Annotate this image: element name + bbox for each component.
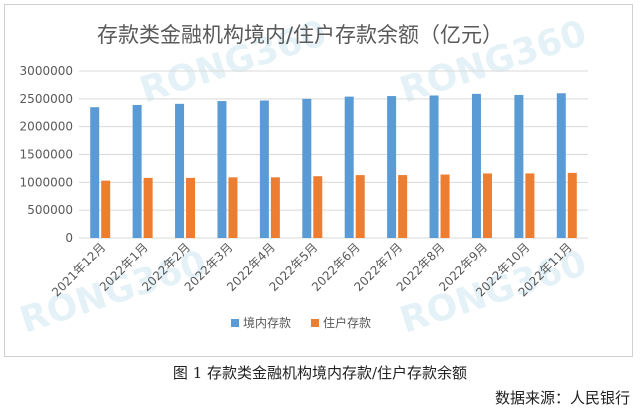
bar-domestic-deposits [175,103,185,239]
legend-label: 境内存款 [243,315,291,330]
bar-domestic-deposits [217,101,227,238]
bar-domestic-deposits [90,107,100,238]
chart-frame: RONG360 RONG360 RONG360 RONG360 存款类金融机构境内/住户… [4,4,633,357]
y-tick-label: 2000000 [20,120,73,134]
bar-household-deposits [101,180,111,238]
bar-household-deposits [398,175,408,238]
bar-household-deposits [143,177,153,238]
legend-swatch [231,319,239,327]
bar-household-deposits [355,175,365,238]
y-tick-label: 3000000 [20,64,73,78]
bar-household-deposits [482,173,492,238]
bar-household-deposits [270,177,280,238]
bar-domestic-deposits [514,94,524,238]
bar-household-deposits [313,176,323,238]
legend-label: 住户存款 [323,315,371,330]
legend-swatch [311,319,319,327]
bar-household-deposits [567,172,577,238]
bar-household-deposits [440,174,450,238]
y-tick-label: 1500000 [20,148,73,162]
bar-domestic-deposits [132,104,142,238]
y-tick-label: 500000 [27,203,73,217]
chart-title: 存款类金融机构境内/住户存款余额（亿元） [97,23,503,47]
bar-domestic-deposits [429,95,439,238]
y-tick-label: 0 [65,231,73,245]
bar-household-deposits [525,173,535,238]
data-source: 数据来源：人民银行 [494,389,630,407]
bar-household-deposits [228,177,238,238]
bar-domestic-deposits [344,96,354,239]
y-tick-label: 1000000 [20,175,73,189]
bar-domestic-deposits [259,100,269,239]
bar-domestic-deposits [302,98,312,238]
bar-household-deposits [186,177,196,238]
bar-domestic-deposits [471,93,481,238]
bar-domestic-deposits [387,96,397,238]
y-tick-label: 2500000 [20,92,73,106]
bar-domestic-deposits [556,93,566,239]
figure-caption: 图 1 存款类金融机构境内存款/住户存款余额 [172,364,468,382]
